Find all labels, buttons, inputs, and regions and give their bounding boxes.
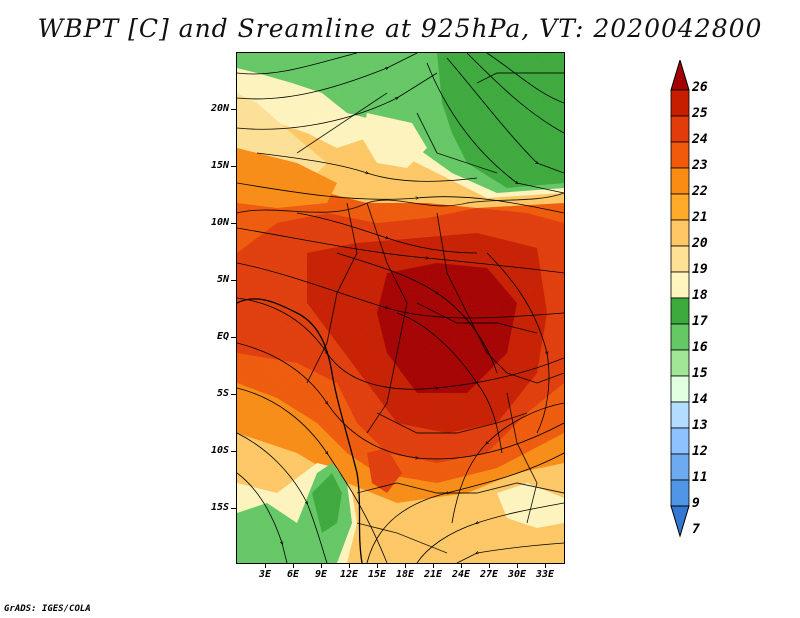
colorbar-segment [670,453,690,481]
colorbar-segment [670,401,690,429]
lon-label: 15E [367,569,387,580]
lon-tick [545,563,546,568]
lon-label: 3E [258,569,272,580]
map-title: WBPT [C] and Sreamline at 925hPa, VT: 20… [37,14,763,43]
colorbar-label: 9 [692,496,700,511]
lat-tick [231,109,236,110]
lat-tick [231,166,236,167]
lon-tick [433,563,434,568]
lat-tick [231,508,236,509]
lon-tick [349,563,350,568]
lat-label: 10S [210,445,229,456]
colorbar-segment [670,115,690,143]
lat-label: 20N [210,103,229,114]
lat-label: 5N [216,274,229,285]
colorbar-label: 26 [692,80,708,95]
colorbar-label: 12 [692,444,708,459]
lon-tick [293,563,294,568]
lat-tick [231,337,236,338]
lon-tick [321,563,322,568]
lon-tick [405,563,406,568]
lat-label: 5S [216,388,229,399]
lat-label: 10N [210,217,229,228]
colorbar-segment [670,219,690,247]
lat-label: 15S [210,502,229,513]
colorbar-segment [670,427,690,455]
colorbar-label: 17 [692,314,708,329]
colorbar-label: 18 [692,288,708,303]
lat-tick [231,223,236,224]
colorbar-label: 16 [692,340,708,355]
colorbar-label: 23 [692,158,708,173]
colorbar-label: 15 [692,366,708,381]
colorbar-segment [670,323,690,351]
colorbar-label: 14 [692,392,708,407]
colorbar-arrow-top [670,60,690,91]
colorbar-label: 25 [692,106,708,121]
lon-tick [461,563,462,568]
colorbar-label: 11 [692,470,708,485]
lon-label: 6E [286,569,300,580]
colorbar-segment [670,271,690,299]
lon-tick [517,563,518,568]
colorbar-arrow-bottom [670,505,690,538]
colorbar-label: 13 [692,418,708,433]
lat-tick [231,394,236,395]
colorbar-segment [670,245,690,273]
lat-tick [231,451,236,452]
lon-label: 27E [479,569,499,580]
lon-label: 9E [314,569,328,580]
wbpt-map [236,52,565,564]
colorbar-segment [670,375,690,403]
colorbar-label: 22 [692,184,708,199]
colorbar-segment [670,479,690,507]
lon-label: 30E [507,569,527,580]
lon-label: 33E [535,569,555,580]
map-field [237,53,564,563]
colorbar-segment [670,349,690,377]
colorbar-segment [670,193,690,221]
colorbar-label: 21 [692,210,708,225]
colorbar-label: 20 [692,236,708,251]
lon-label: 18E [395,569,415,580]
lon-label: 24E [451,569,471,580]
colorbar-label: 7 [692,522,700,537]
lon-tick [265,563,266,568]
lon-label: 12E [339,569,359,580]
lat-tick [231,280,236,281]
colorbar-segment [670,167,690,195]
lon-tick [377,563,378,568]
colorbar-segment [670,89,690,117]
lon-label: 21E [423,569,443,580]
lat-label: EQ [216,331,229,342]
lon-tick [489,563,490,568]
streamlines [237,53,564,563]
lat-label: 15N [210,160,229,171]
colorbar-segment [670,141,690,169]
colorbar-segment [670,297,690,325]
colorbar-label: 24 [692,132,708,147]
footer-credit: GrADS: IGES/COLA [4,604,91,614]
colorbar-label: 19 [692,262,708,277]
colorbar [670,60,690,538]
